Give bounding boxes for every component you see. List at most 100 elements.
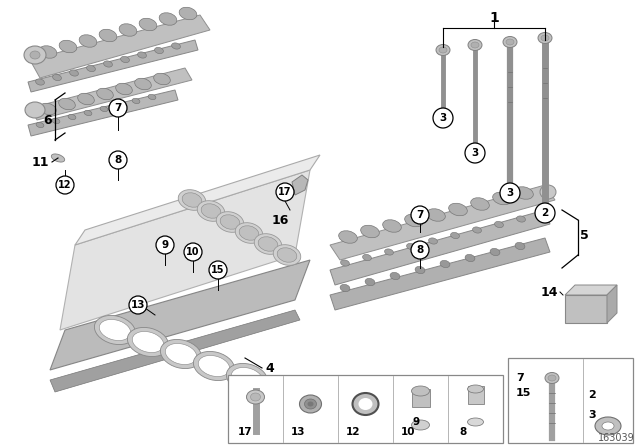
Polygon shape — [75, 155, 320, 245]
Text: 11: 11 — [31, 155, 49, 168]
Ellipse shape — [406, 243, 415, 250]
Ellipse shape — [36, 122, 44, 128]
Ellipse shape — [412, 420, 429, 430]
Polygon shape — [60, 170, 310, 330]
Ellipse shape — [493, 192, 511, 205]
Ellipse shape — [120, 56, 129, 63]
Ellipse shape — [155, 47, 163, 54]
Ellipse shape — [99, 29, 117, 42]
Polygon shape — [330, 210, 550, 285]
Ellipse shape — [516, 216, 525, 222]
Ellipse shape — [259, 375, 301, 405]
Polygon shape — [330, 185, 555, 260]
Text: 13: 13 — [291, 427, 305, 437]
Ellipse shape — [340, 284, 350, 292]
Text: 7: 7 — [115, 103, 122, 113]
Text: 9: 9 — [161, 240, 168, 250]
Circle shape — [209, 261, 227, 279]
Text: 4: 4 — [265, 362, 274, 375]
Ellipse shape — [404, 214, 423, 227]
Circle shape — [109, 99, 127, 117]
Text: 17: 17 — [237, 427, 252, 437]
Text: 10: 10 — [401, 427, 415, 437]
Ellipse shape — [40, 103, 56, 115]
Ellipse shape — [79, 35, 97, 47]
Ellipse shape — [165, 344, 196, 365]
Ellipse shape — [358, 398, 372, 410]
Circle shape — [411, 241, 429, 259]
Text: 8: 8 — [460, 427, 467, 437]
Text: 17: 17 — [278, 187, 292, 197]
Text: 5: 5 — [580, 228, 589, 241]
Text: 13: 13 — [131, 300, 145, 310]
Ellipse shape — [198, 356, 230, 376]
Ellipse shape — [154, 73, 170, 85]
Text: 12: 12 — [346, 427, 360, 437]
Ellipse shape — [86, 65, 95, 72]
Circle shape — [411, 206, 429, 224]
Ellipse shape — [365, 278, 375, 286]
Ellipse shape — [363, 254, 371, 261]
Text: 7: 7 — [416, 210, 424, 220]
Ellipse shape — [134, 78, 151, 90]
Ellipse shape — [503, 36, 517, 47]
Text: 3: 3 — [440, 113, 447, 123]
Ellipse shape — [250, 393, 260, 401]
Ellipse shape — [415, 267, 425, 274]
Polygon shape — [50, 260, 310, 370]
Text: 3: 3 — [588, 410, 596, 420]
Ellipse shape — [490, 248, 500, 256]
Ellipse shape — [236, 223, 263, 243]
Ellipse shape — [254, 234, 282, 254]
Ellipse shape — [258, 237, 278, 251]
Polygon shape — [50, 310, 300, 392]
Ellipse shape — [495, 221, 504, 228]
Ellipse shape — [472, 227, 481, 233]
Ellipse shape — [52, 118, 60, 124]
Ellipse shape — [506, 39, 514, 45]
Ellipse shape — [104, 61, 113, 67]
Text: 1: 1 — [489, 11, 499, 25]
Polygon shape — [28, 90, 178, 136]
Ellipse shape — [390, 272, 400, 280]
Text: 3: 3 — [472, 148, 479, 158]
Text: 2: 2 — [588, 390, 596, 400]
Ellipse shape — [100, 106, 108, 112]
Ellipse shape — [116, 103, 124, 108]
Ellipse shape — [538, 33, 552, 43]
Ellipse shape — [300, 395, 321, 413]
Circle shape — [535, 203, 555, 223]
Ellipse shape — [139, 18, 157, 31]
Ellipse shape — [59, 40, 77, 53]
Ellipse shape — [179, 7, 197, 20]
Ellipse shape — [515, 187, 533, 199]
Text: 12: 12 — [58, 180, 72, 190]
Ellipse shape — [182, 193, 202, 207]
Ellipse shape — [467, 385, 483, 393]
Ellipse shape — [52, 74, 61, 81]
Ellipse shape — [383, 220, 401, 232]
Ellipse shape — [439, 47, 447, 53]
Polygon shape — [292, 175, 308, 195]
Circle shape — [109, 151, 127, 169]
Ellipse shape — [201, 204, 221, 218]
Text: 163039: 163039 — [598, 433, 635, 443]
Ellipse shape — [264, 379, 296, 401]
Text: 2: 2 — [541, 208, 548, 218]
Ellipse shape — [220, 215, 240, 229]
Ellipse shape — [470, 198, 490, 210]
Ellipse shape — [119, 24, 137, 36]
Ellipse shape — [127, 327, 168, 357]
Ellipse shape — [178, 190, 206, 210]
Ellipse shape — [545, 372, 559, 383]
Circle shape — [156, 236, 174, 254]
Polygon shape — [30, 68, 192, 120]
Ellipse shape — [353, 393, 378, 415]
Ellipse shape — [471, 42, 479, 48]
Text: 3: 3 — [506, 188, 514, 198]
Ellipse shape — [94, 315, 136, 345]
Ellipse shape — [39, 46, 57, 58]
Circle shape — [276, 183, 294, 201]
Ellipse shape — [541, 35, 549, 41]
Ellipse shape — [595, 417, 621, 435]
